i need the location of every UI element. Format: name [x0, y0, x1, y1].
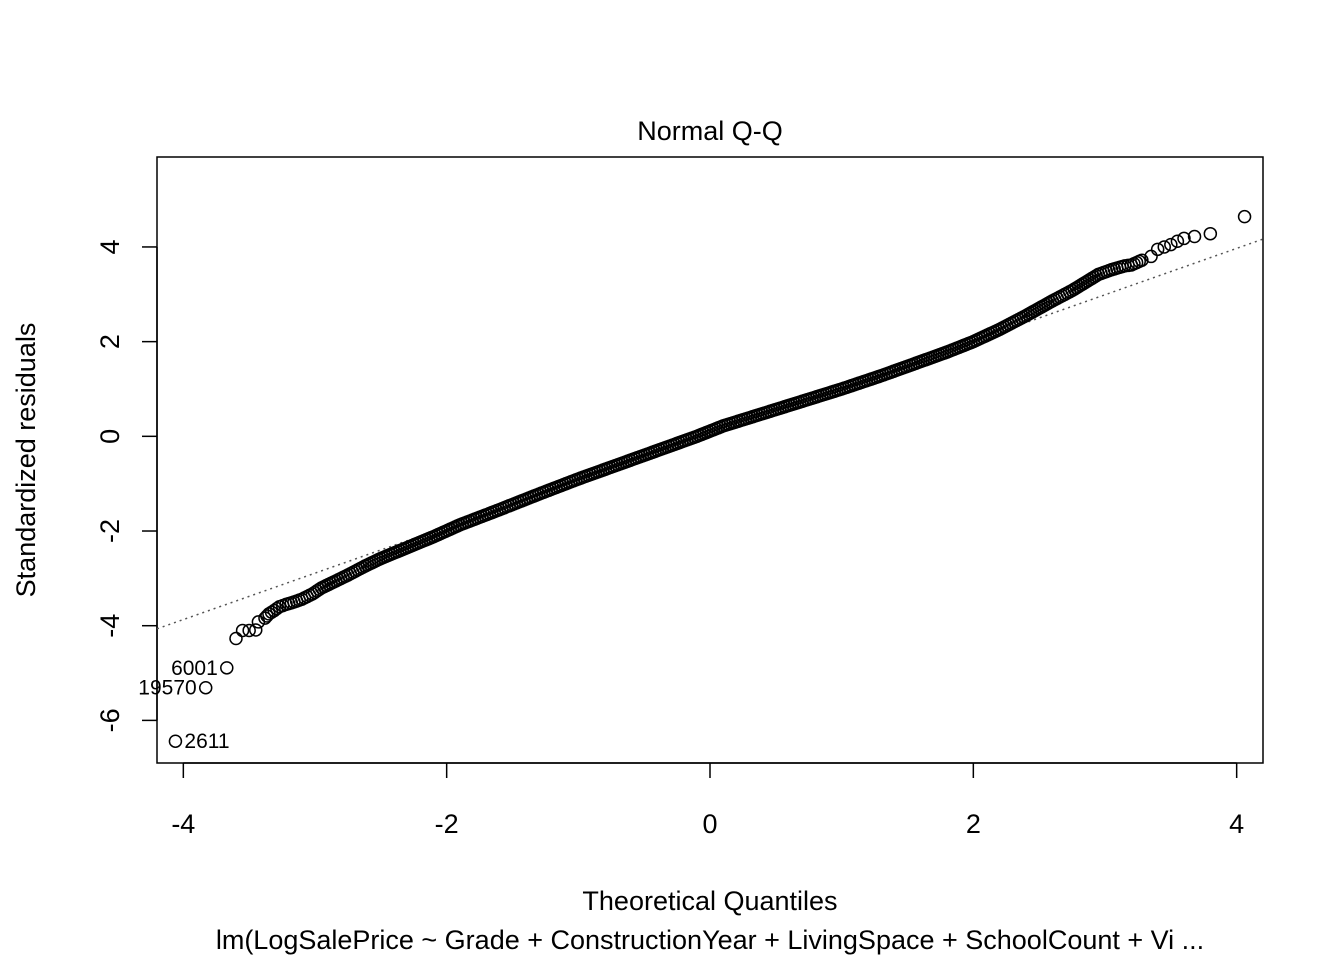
- y-tick-label: -4: [95, 614, 125, 638]
- model-formula-subtitle: lm(LogSalePrice ~ Grade + ConstructionYe…: [216, 925, 1204, 955]
- data-point: [229, 631, 243, 646]
- points-layer: [168, 209, 1252, 748]
- x-tick-label: 0: [702, 809, 717, 839]
- data-point: [198, 680, 213, 695]
- x-axis-label: Theoretical Quantiles: [582, 886, 837, 916]
- data-point: [1177, 231, 1191, 246]
- y-tick-label: 2: [95, 334, 125, 349]
- plot-frame: [156, 156, 1264, 764]
- y-tick-label: 0: [95, 429, 125, 444]
- data-point: [235, 623, 250, 638]
- data-point: [1157, 240, 1171, 254]
- x-tick-label: -4: [171, 809, 195, 839]
- y-tick-label: 4: [95, 239, 125, 254]
- chart-title: Normal Q-Q: [637, 116, 783, 146]
- y-tick-label: -6: [95, 708, 125, 732]
- x-tick-label: -2: [435, 809, 459, 839]
- x-tick-label: 2: [966, 809, 981, 839]
- data-point: [1237, 209, 1252, 224]
- data-point: [1135, 253, 1149, 267]
- outlier-label: 19570: [138, 677, 196, 700]
- y-axis: -6 -4 -2 0 2 4: [95, 239, 158, 732]
- data-point: [1187, 229, 1202, 244]
- data-point: [168, 734, 183, 748]
- data-point: [1150, 242, 1165, 257]
- y-tick-label: -2: [95, 519, 125, 543]
- outlier-label: 2611: [184, 730, 229, 753]
- data-point: [220, 661, 234, 675]
- x-tick-label: 4: [1229, 809, 1244, 839]
- data-point: [1170, 234, 1185, 249]
- x-axis: -4 -2 0 2 4: [171, 762, 1244, 839]
- data-point: [1164, 237, 1178, 252]
- y-axis-label: Standardized residuals: [11, 323, 41, 598]
- data-point: [249, 623, 263, 637]
- data-point: [1203, 226, 1218, 241]
- outlier-label: 6001: [171, 657, 218, 680]
- data-point: [242, 623, 256, 638]
